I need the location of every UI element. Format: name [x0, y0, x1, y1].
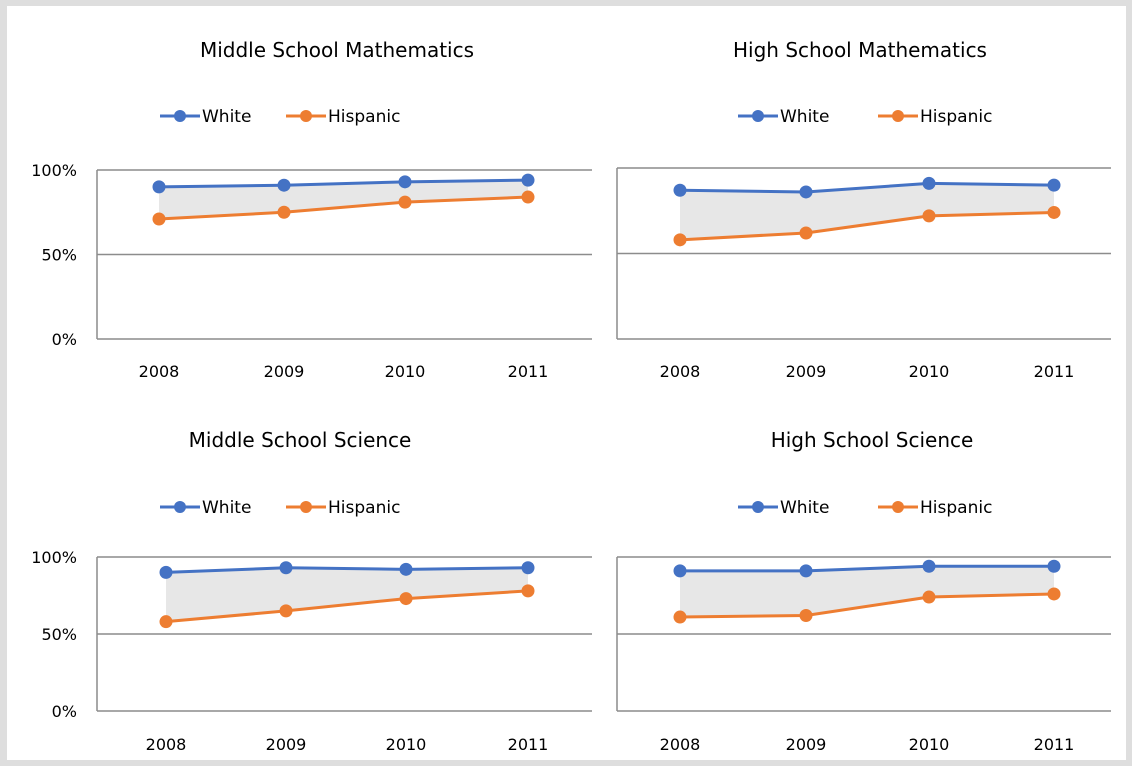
- series-line-white: [158, 178, 529, 189]
- legend-label-white: White: [780, 498, 829, 518]
- data-point-hispanic: [799, 609, 813, 623]
- legend-marker-white: [174, 110, 186, 122]
- chart-title: High School Mathematics: [733, 38, 987, 62]
- gap-area: [166, 567, 528, 622]
- data-point-white: [521, 561, 535, 575]
- x-tick-label: 2010: [385, 362, 426, 381]
- data-point-white: [1047, 178, 1061, 192]
- data-point-white: [277, 178, 291, 192]
- data-point-white: [673, 564, 687, 578]
- legend-label-hispanic: Hispanic: [920, 107, 992, 127]
- data-point-hispanic: [277, 205, 291, 219]
- gap-area: [680, 183, 1054, 240]
- legend-marker-hispanic: [300, 501, 312, 513]
- data-point-hispanic: [799, 226, 813, 240]
- x-tick-label: 2009: [786, 735, 827, 754]
- x-tick-label: 2011: [1034, 362, 1075, 381]
- legend-label-hispanic: Hispanic: [328, 498, 400, 518]
- data-point-hispanic: [922, 590, 936, 604]
- x-tick-label: 2011: [508, 362, 549, 381]
- data-point-white: [799, 564, 813, 578]
- x-tick-label: 2010: [386, 735, 427, 754]
- legend-marker-white: [752, 501, 764, 513]
- data-point-white: [922, 559, 936, 573]
- legend: White Hispanic: [738, 107, 992, 127]
- data-point-hispanic: [673, 233, 687, 247]
- legend-marker-hispanic: [892, 110, 904, 122]
- x-tick-label: 2008: [146, 735, 187, 754]
- data-point-white: [922, 176, 936, 190]
- data-point-hispanic: [1047, 205, 1061, 219]
- x-tick-label: 2011: [508, 735, 549, 754]
- series-line-hispanic: [158, 195, 529, 221]
- data-point-white: [399, 562, 413, 576]
- x-tick-label: 2009: [786, 362, 827, 381]
- series-line-hispanic: [679, 210, 1055, 242]
- legend-marker-hispanic: [892, 501, 904, 513]
- series-line-white: [680, 564, 1054, 573]
- x-tick-label: 2008: [660, 362, 701, 381]
- chart-1: Middle School Mathematics White Hispanic 0%…: [31, 38, 592, 381]
- y-tick-label: 0%: [52, 702, 77, 721]
- data-point-hispanic: [521, 190, 535, 204]
- chart-4: High School Science White Hispanic 2008 2009…: [616, 428, 1111, 754]
- legend: White Hispanic: [160, 498, 400, 518]
- data-point-hispanic: [152, 212, 166, 226]
- data-point-hispanic: [521, 584, 535, 598]
- data-point-hispanic: [398, 195, 412, 209]
- data-point-white: [279, 561, 293, 575]
- data-point-white: [1047, 559, 1061, 573]
- data-point-hispanic: [922, 209, 936, 223]
- data-point-hispanic: [279, 604, 293, 618]
- gap-area: [159, 180, 528, 220]
- y-tick-label: 50%: [41, 625, 77, 644]
- chart-title: High School Science: [771, 428, 974, 452]
- series-line-hispanic: [165, 589, 529, 624]
- y-tick-label: 0%: [52, 330, 77, 349]
- legend: White Hispanic: [160, 107, 400, 127]
- chart-2: High School Mathematics White Hispanic 2008…: [616, 38, 1111, 381]
- data-point-white: [152, 180, 166, 194]
- legend-marker-white: [174, 501, 186, 513]
- data-point-hispanic: [1047, 587, 1061, 601]
- x-tick-label: 2010: [909, 735, 950, 754]
- chart-title: Middle School Science: [189, 428, 412, 452]
- legend-marker-hispanic: [300, 110, 312, 122]
- chart-3: Middle School Science White Hispanic 0% 50% 1…: [31, 428, 592, 754]
- data-point-white: [673, 183, 687, 197]
- series-line-hispanic: [679, 592, 1055, 619]
- data-point-white: [159, 565, 173, 579]
- legend-label-white: White: [780, 107, 829, 127]
- legend-label-white: White: [202, 498, 251, 518]
- x-tick-label: 2009: [264, 362, 305, 381]
- x-tick-label: 2008: [139, 362, 180, 381]
- y-tick-label: 100%: [31, 161, 77, 180]
- data-point-hispanic: [159, 615, 173, 629]
- series-line-white: [679, 181, 1055, 194]
- legend-label-hispanic: Hispanic: [920, 498, 992, 518]
- y-tick-label: 50%: [41, 246, 77, 265]
- data-point-hispanic: [673, 610, 687, 624]
- legend-label-white: White: [202, 107, 251, 127]
- series-line-white: [165, 566, 529, 574]
- data-point-hispanic: [399, 592, 413, 606]
- data-point-white: [398, 175, 412, 189]
- gap-area: [680, 566, 1054, 618]
- chart-title: Middle School Mathematics: [200, 38, 474, 62]
- x-tick-label: 2009: [266, 735, 307, 754]
- legend: White Hispanic: [738, 498, 992, 518]
- data-point-white: [799, 185, 813, 199]
- legend-label-hispanic: Hispanic: [328, 107, 400, 127]
- x-tick-label: 2011: [1034, 735, 1075, 754]
- x-tick-label: 2010: [909, 362, 950, 381]
- y-tick-label: 100%: [31, 548, 77, 567]
- legend-marker-white: [752, 110, 764, 122]
- data-point-white: [521, 173, 535, 187]
- x-tick-label: 2008: [660, 735, 701, 754]
